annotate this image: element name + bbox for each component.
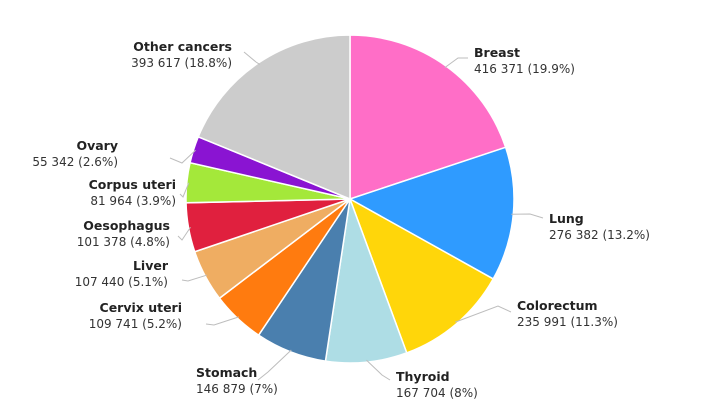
leader-line-stomach	[257, 349, 292, 381]
leader-line-corpus-uteri	[179, 182, 190, 198]
slice-label-liver: Liver	[133, 258, 169, 273]
slice-other-cancers	[197, 34, 351, 201]
slice-label-stomach: Stomach	[196, 365, 257, 380]
slice-value-liver: 107 440 (5.1%)	[75, 275, 168, 289]
slice-label-colorectum: Colorectum	[517, 298, 598, 313]
pie-slices	[185, 34, 515, 364]
slice-breast	[349, 34, 507, 201]
slice-label-oesophagus: Oesophagus	[83, 218, 170, 233]
slice-label-ovary: Ovary	[76, 138, 118, 153]
slice-value-colorectum: 235 991 (11.3%)	[517, 315, 618, 329]
slice-label-cervix-uteri: Cervix uteri	[100, 300, 182, 315]
slice-label-lung: Lung	[549, 211, 584, 226]
leader-line-lung	[511, 213, 544, 219]
slice-value-ovary: 55 342 (2.6%)	[32, 155, 118, 169]
leader-line-oesophagus	[177, 226, 191, 241]
leader-line-other-cancers	[243, 51, 261, 65]
slice-value-lung: 276 382 (13.2%)	[549, 228, 650, 242]
leader-line-cervix-uteri	[205, 316, 240, 326]
slice-value-corpus-uteri: 81 964 (3.9%)	[90, 194, 176, 208]
slice-label-corpus-uteri: Corpus uteri	[89, 177, 176, 192]
slice-colorectum	[348, 197, 495, 354]
slice-label-thyroid: Thyroid	[396, 369, 450, 384]
leader-line-ovary	[169, 149, 196, 164]
slice-value-thyroid: 167 704 (8%)	[396, 386, 478, 400]
slice-value-cervix-uteri: 109 741 (5.2%)	[89, 317, 182, 331]
leader-line-liver	[181, 274, 208, 282]
leader-line-thyroid	[366, 359, 391, 381]
slice-labels: Breast 416 371 (19.9%) Lung 276 382 (13.2%)…	[32, 39, 650, 400]
leader-lines	[169, 51, 544, 381]
slice-label-other-cancers: Other cancers	[133, 39, 232, 54]
slice-label-breast: Breast	[474, 45, 520, 60]
slice-value-stomach: 146 879 (7%)	[196, 382, 278, 396]
slice-value-breast: 416 371 (19.9%)	[474, 62, 575, 76]
leader-line-breast	[444, 57, 468, 69]
slice-value-oesophagus: 101 378 (4.8%)	[77, 235, 170, 249]
slice-value-other-cancers: 393 617 (18.8%)	[131, 56, 232, 70]
leader-line-colorectum	[455, 305, 512, 323]
